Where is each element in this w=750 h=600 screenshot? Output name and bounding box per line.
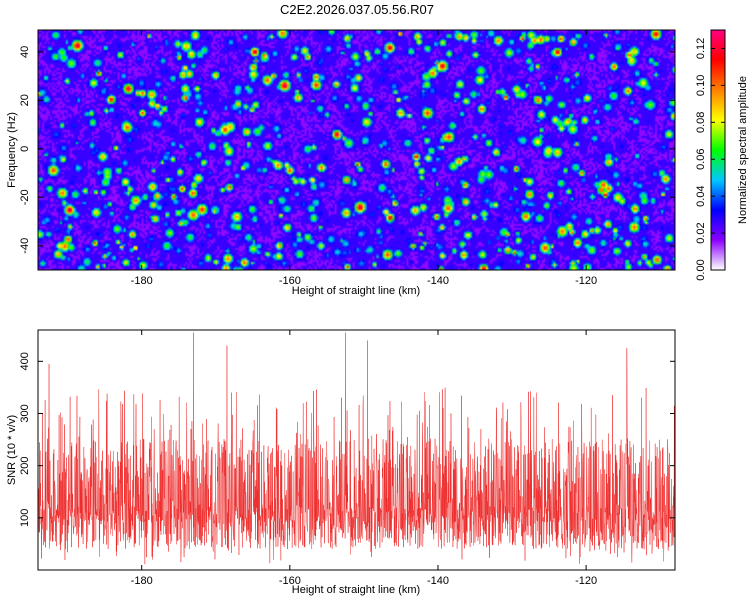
colorbar-tick-label: 0.04 bbox=[695, 185, 707, 206]
spectrogram-y-tick-label: 0 bbox=[19, 146, 31, 152]
snr-y-tick-label: 200 bbox=[19, 456, 31, 474]
chart-title: C2E2.2026.037.05.56.R07 bbox=[280, 2, 434, 17]
snr-x-ticks: -180 -160 -140 -120 bbox=[131, 330, 597, 587]
snr-series-line bbox=[38, 332, 675, 565]
snr-y-tick-label: 400 bbox=[19, 352, 31, 370]
snr-x-tick-label: -140 bbox=[427, 575, 449, 587]
snr-x-axis-label: Height of straight line (km) bbox=[292, 584, 420, 596]
snr-frame bbox=[37, 329, 676, 571]
spectrogram-y-tick-label: -20 bbox=[19, 189, 31, 205]
spectrogram-x-tick-label: -140 bbox=[427, 275, 449, 287]
colorbar: 0.00 0.02 0.04 0.06 0.08 0.10 0.12 Normalized … bbox=[695, 29, 749, 281]
colorbar-tick-label: 0.06 bbox=[695, 149, 707, 170]
colorbar-tick-label: 0.08 bbox=[695, 112, 707, 133]
spectrogram-chart: -180 -160 -140 -120 -40 -20 0 20 40 Height of s… bbox=[6, 29, 676, 297]
spectrogram-y-ticks: -40 -20 0 20 40 bbox=[19, 46, 675, 254]
spectrogram-x-tick-label: -120 bbox=[575, 275, 597, 287]
spectrogram-x-axis-label: Height of straight line (km) bbox=[292, 285, 420, 297]
spectrogram-image bbox=[38, 30, 675, 270]
colorbar-tick-label: 0.10 bbox=[695, 75, 707, 96]
spectrogram-x-tick-label: -160 bbox=[279, 275, 301, 287]
spectrogram-y-tick-label: 20 bbox=[19, 94, 31, 106]
spectrogram-x-tick-label: -180 bbox=[131, 275, 153, 287]
colorbar-tick-label: 0.12 bbox=[695, 38, 707, 59]
snr-chart: -180 -160 -140 -120 100 200 300 400 Height of … bbox=[6, 329, 676, 596]
spectrogram-y-tick-label: -40 bbox=[19, 238, 31, 254]
spectrogram-y-tick-label: 40 bbox=[19, 46, 31, 58]
spectrogram-frame bbox=[37, 29, 676, 271]
colorbar-tick-label: 0.02 bbox=[695, 222, 707, 243]
snr-x-tick-label: -180 bbox=[131, 575, 153, 587]
snr-x-tick-label: -160 bbox=[279, 575, 301, 587]
spectrogram-x-ticks: -180 -160 -140 -120 bbox=[131, 30, 597, 287]
colorbar-gradient bbox=[710, 29, 726, 271]
snr-y-axis-label: SNR (10 * v/v) bbox=[6, 415, 18, 485]
snr-x-tick-label: -120 bbox=[575, 575, 597, 587]
colorbar-label: Normalized spectral amplitude bbox=[737, 76, 749, 224]
colorbar-ticks: 0.00 0.02 0.04 0.06 0.08 0.10 0.12 bbox=[695, 38, 725, 281]
colorbar-tick-label: 0.00 bbox=[695, 259, 707, 280]
snr-y-tick-label: 100 bbox=[19, 509, 31, 527]
snr-y-tick-label: 300 bbox=[19, 404, 31, 422]
snr-y-ticks: 100 200 300 400 bbox=[19, 352, 675, 527]
spectrogram-y-axis-label: Frequency (Hz) bbox=[6, 112, 18, 188]
